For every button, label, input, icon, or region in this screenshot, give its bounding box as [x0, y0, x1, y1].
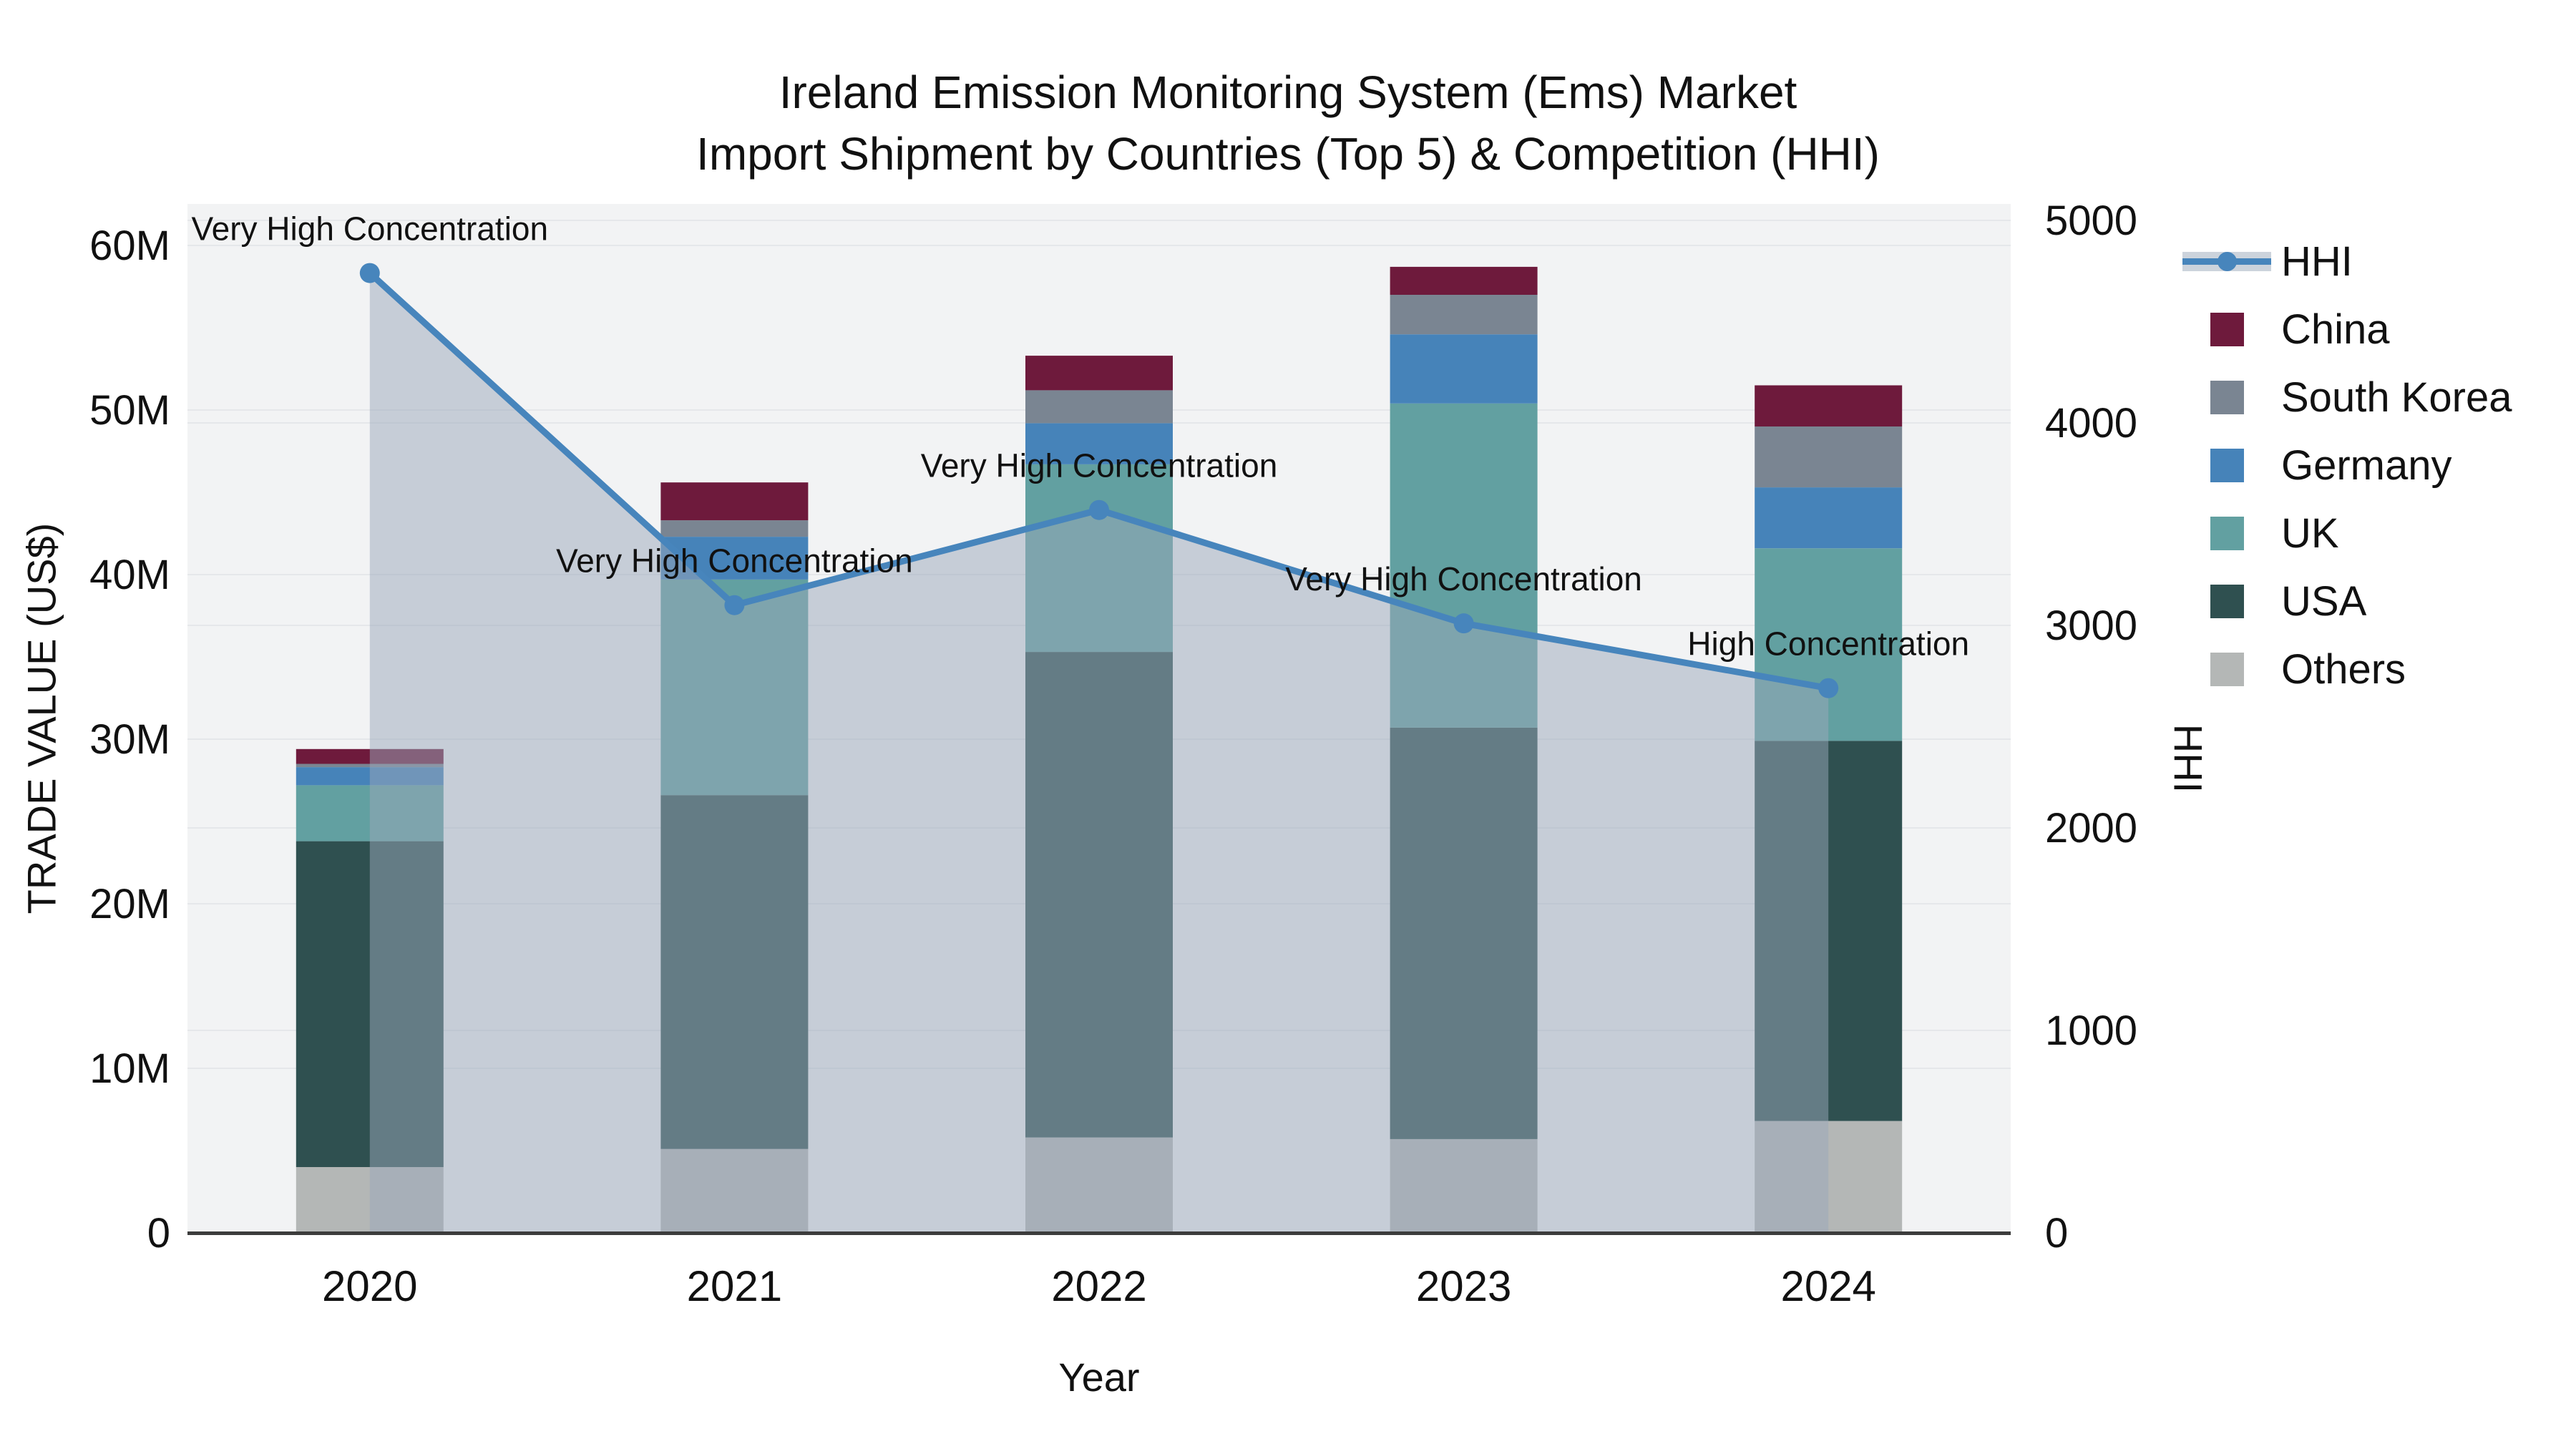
bar-segment-2022-china[interactable] [1025, 356, 1173, 391]
usa-swatch-icon [2182, 567, 2271, 635]
x-axis-line [187, 1231, 2011, 1235]
hhi-marker-2022[interactable] [1089, 499, 1109, 520]
y-right-tick-label-1000: 1000 [2045, 1008, 2137, 1054]
y-right-tick-label-3000: 3000 [2045, 602, 2137, 649]
legend-label: USA [2281, 578, 2367, 625]
x-tick-label-2021: 2021 [687, 1262, 782, 1310]
legend-item-china[interactable]: China [2182, 296, 2512, 364]
annotation-2022: Very High Concentration [921, 447, 1278, 484]
y-axis-title-right: HHI [2165, 723, 2211, 794]
bar-segment-2024-south-korea[interactable] [1755, 426, 1903, 488]
hhi-marker-2024[interactable] [1818, 678, 1839, 698]
bar-segment-2024-germany[interactable] [1755, 487, 1903, 549]
hhi-dot-icon [2218, 252, 2237, 271]
bar-segment-2021-china[interactable] [660, 482, 809, 521]
uk-swatch-icon [2182, 499, 2271, 567]
hhi-area-fill [369, 273, 1829, 1234]
bar-segment-2021-south-korea[interactable] [660, 520, 809, 537]
bar-segment-2024-china[interactable] [1755, 385, 1903, 427]
legend-color-swatch [2210, 653, 2244, 686]
chart-title: Ireland Emission Monitoring System (Ems)… [0, 62, 2576, 185]
hhi-marker-2023[interactable] [1453, 613, 1474, 634]
y-left-tick-label-30M: 30M [89, 716, 170, 763]
south-korea-swatch-icon [2182, 364, 2271, 431]
legend-item-south-korea[interactable]: South Korea [2182, 364, 2512, 431]
y-left-tick-label-40M: 40M [89, 552, 170, 598]
chart-title-line1: Ireland Emission Monitoring System (Ems)… [779, 67, 1797, 118]
others-swatch-icon [2182, 635, 2271, 703]
legend-color-swatch [2210, 585, 2244, 618]
y-left-tick-label-20M: 20M [89, 881, 170, 927]
annotation-2020: Very High Concentration [191, 210, 548, 248]
legend-color-swatch [2210, 449, 2244, 482]
legend-color-swatch [2210, 313, 2244, 346]
y-right-tick-label-2000: 2000 [2045, 805, 2137, 852]
legend: HHI China South Korea Germany UK USA Others [2182, 228, 2512, 703]
legend-label: HHI [2281, 238, 2353, 285]
legend-label: Germany [2281, 442, 2452, 489]
legend-label: South Korea [2281, 374, 2512, 421]
y-left-tick-label-50M: 50M [89, 387, 170, 434]
y-right-tick-label-4000: 4000 [2045, 400, 2137, 447]
annotation-2024: High Concentration [1687, 625, 1969, 663]
legend-item-hhi[interactable]: HHI [2182, 228, 2512, 296]
y-left-tick-label-60M: 60M [89, 223, 170, 269]
hhi-line-legend-icon [2182, 228, 2271, 296]
annotation-2023: Very High Concentration [1285, 560, 1642, 597]
chart-title-line2: Import Shipment by Countries (Top 5) & C… [696, 128, 1880, 180]
y-axis-title-left: TRADE VALUE (US$) [19, 522, 64, 914]
x-tick-label-2024: 2024 [1780, 1262, 1875, 1310]
x-tick-label-2020: 2020 [322, 1262, 417, 1310]
x-tick-label-2023: 2023 [1416, 1262, 1511, 1310]
legend-color-swatch [2210, 517, 2244, 550]
hhi-marker-2021[interactable] [724, 595, 745, 615]
bar-segment-2023-germany[interactable] [1390, 334, 1538, 404]
x-tick-label-2022: 2022 [1051, 1262, 1146, 1310]
y-right-tick-label-0: 0 [2045, 1210, 2068, 1257]
legend-item-usa[interactable]: USA [2182, 567, 2512, 635]
y-left-tick-label-10M: 10M [89, 1045, 170, 1092]
legend-color-swatch [2210, 381, 2244, 414]
legend-label: Others [2281, 646, 2406, 693]
annotation-2021: Very High Concentration [556, 542, 913, 580]
china-swatch-icon [2182, 296, 2271, 364]
legend-item-others[interactable]: Others [2182, 635, 2512, 703]
bar-segment-2023-china[interactable] [1390, 266, 1538, 295]
bar-segment-2023-south-korea[interactable] [1390, 295, 1538, 335]
legend-item-uk[interactable]: UK [2182, 499, 2512, 567]
legend-label: UK [2281, 510, 2339, 557]
legend-label: China [2281, 306, 2390, 353]
x-axis-title: Year [1058, 1355, 1140, 1400]
legend-item-germany[interactable]: Germany [2182, 431, 2512, 499]
y-right-tick-label-5000: 5000 [2045, 197, 2137, 244]
y-left-tick-label-0: 0 [147, 1210, 170, 1257]
bar-segment-2022-germany[interactable] [1025, 423, 1173, 464]
hhi-marker-2020[interactable] [359, 263, 380, 283]
bar-segment-2022-south-korea[interactable] [1025, 390, 1173, 424]
germany-swatch-icon [2182, 431, 2271, 499]
